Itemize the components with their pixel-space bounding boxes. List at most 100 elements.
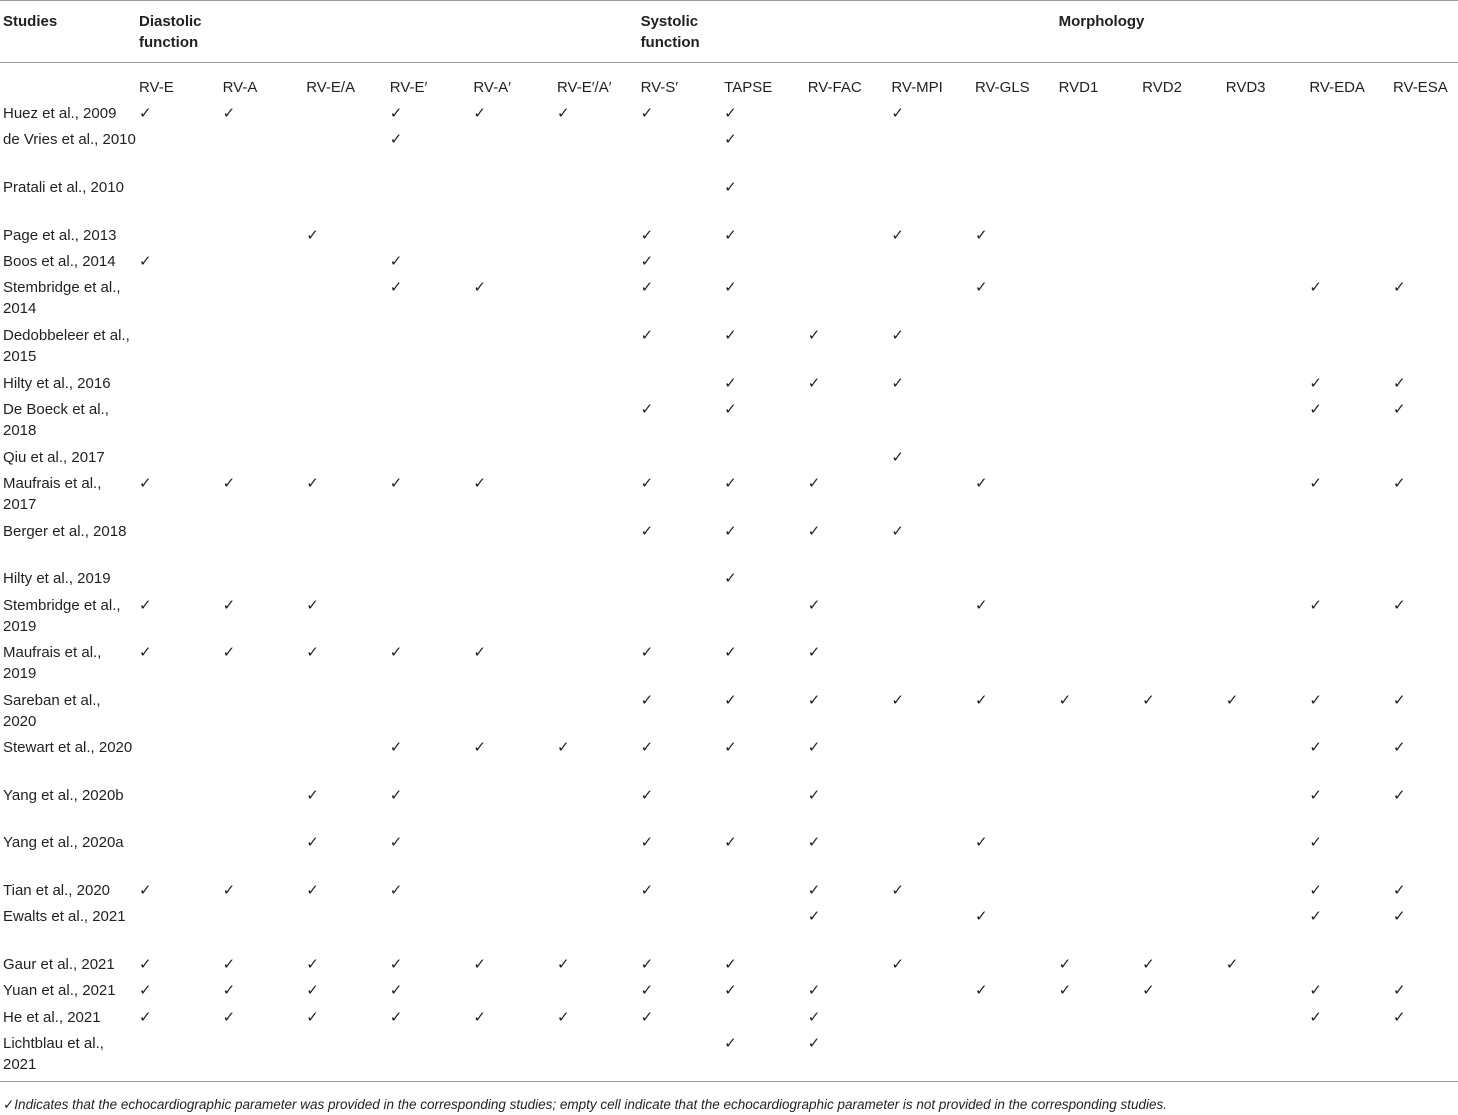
table-row: Lichtblau et al., 2021 ✓ ✓	[0, 1033, 1458, 1082]
check-mark-icon: ✓	[389, 981, 403, 1000]
table-row: Stembridge et al., 2019 ✓ ✓ ✓ ✓ ✓ ✓ ✓	[0, 595, 1458, 643]
empty-cell	[136, 785, 220, 833]
empty-cell	[1223, 177, 1307, 225]
empty-cell	[136, 447, 220, 473]
check-mark-icon: ✓	[1392, 595, 1406, 614]
table-footnote: ✓Indicates that the echocardiographic pa…	[3, 1097, 1167, 1112]
empty-cell	[888, 1033, 972, 1081]
empty-cell	[888, 399, 972, 447]
check-mark-icon: ✓	[807, 521, 821, 540]
study-name: Sareban et al., 2020	[3, 691, 101, 730]
empty-cell	[220, 251, 304, 277]
empty-cell	[1223, 251, 1307, 277]
empty-cell	[1390, 642, 1458, 690]
study-name: Pratali et al., 2010	[3, 178, 124, 196]
empty-cell	[638, 373, 722, 399]
check-mark-icon: ✓	[1309, 981, 1322, 1000]
check-mark-icon: ✓	[139, 643, 152, 662]
empty-cell	[470, 373, 554, 399]
check-mark-icon: ✓	[389, 738, 403, 757]
empty-cell	[1390, 129, 1458, 177]
column-header-rv-gls: RV-GLS	[974, 78, 1030, 96]
check-mark-icon: ✓	[139, 1007, 152, 1026]
check-mark-icon: ✓	[974, 225, 988, 244]
empty-cell	[220, 129, 304, 177]
empty-cell	[470, 785, 554, 833]
empty-cell	[1390, 103, 1458, 129]
empty-cell	[220, 906, 304, 954]
empty-cell	[1223, 325, 1307, 373]
empty-cell	[136, 737, 220, 785]
check-mark-icon: ✓	[1392, 738, 1406, 757]
empty-cell	[1139, 642, 1223, 690]
check-mark-icon: ✓	[724, 473, 737, 492]
empty-cell	[1390, 521, 1458, 569]
check-mark-icon: ✓	[473, 738, 486, 757]
empty-cell	[136, 521, 220, 569]
empty-cell	[1056, 521, 1140, 569]
check-mark-icon: ✓	[1225, 690, 1239, 709]
empty-cell	[470, 521, 554, 569]
table-row: Boos et al., 2014 ✓ ✓ ✓	[0, 251, 1458, 277]
check-mark-icon: ✓	[222, 981, 236, 1000]
empty-cell	[1056, 225, 1140, 251]
check-mark-icon: ✓	[139, 473, 152, 492]
check-mark-icon: ✓	[891, 373, 904, 392]
empty-cell	[805, 177, 889, 225]
check-mark-icon: ✓	[891, 104, 904, 122]
empty-cell	[136, 129, 220, 177]
check-mark-icon: ✓	[389, 881, 403, 900]
check-mark-icon: ✓	[807, 643, 821, 662]
empty-cell	[888, 980, 972, 1006]
check-mark-icon: ✓	[389, 130, 403, 149]
empty-cell	[387, 906, 471, 954]
empty-cell	[220, 277, 304, 325]
check-mark-icon: ✓	[1142, 955, 1155, 974]
empty-cell	[554, 473, 638, 521]
empty-cell	[554, 785, 638, 833]
empty-cell	[1390, 1033, 1458, 1081]
empty-cell	[1056, 737, 1140, 785]
column-header-rv-a: RV-A	[222, 78, 258, 96]
check-mark-icon: ✓	[891, 690, 904, 709]
empty-cell	[470, 399, 554, 447]
check-mark-icon: ✓	[139, 881, 152, 900]
check-mark-icon: ✓	[1309, 278, 1322, 297]
column-header-rv-e: RV-E	[139, 78, 174, 96]
empty-cell	[387, 595, 471, 643]
table-row: Tian et al., 2020 ✓ ✓ ✓ ✓ ✓ ✓ ✓ ✓ ✓	[0, 880, 1458, 906]
empty-cell	[136, 690, 220, 738]
check-mark-icon: ✓	[807, 785, 821, 804]
empty-cell	[1306, 103, 1390, 129]
study-name: Stembridge et al., 2019	[3, 596, 121, 635]
empty-cell	[470, 568, 554, 594]
check-mark-icon: ✓	[807, 473, 821, 492]
study-name: Berger et al., 2018	[3, 522, 127, 540]
check-mark-icon: ✓	[891, 955, 904, 974]
empty-cell	[554, 690, 638, 738]
empty-cell	[805, 447, 889, 473]
empty-cell	[303, 521, 387, 569]
empty-cell	[1139, 177, 1223, 225]
check-mark-icon: ✓	[389, 1007, 403, 1026]
empty-cell	[1056, 103, 1140, 129]
empty-cell	[888, 785, 972, 833]
empty-cell	[554, 595, 638, 643]
empty-cell	[972, 737, 1056, 785]
empty-cell	[888, 129, 972, 177]
empty-cell	[972, 880, 1056, 906]
study-name: De Boeck et al., 2018	[3, 400, 109, 439]
empty-cell	[387, 177, 471, 225]
empty-cell	[972, 568, 1056, 594]
group-header-1: Systolic function	[640, 13, 700, 51]
empty-cell	[721, 880, 805, 906]
empty-cell	[470, 251, 554, 277]
empty-cell	[1139, 473, 1223, 521]
check-mark-icon: ✓	[724, 130, 737, 149]
empty-cell	[1056, 832, 1140, 880]
check-mark-icon: ✓	[1392, 399, 1406, 418]
table-row: De Boeck et al., 2018 ✓ ✓ ✓ ✓	[0, 399, 1458, 447]
empty-cell	[972, 251, 1056, 277]
empty-cell	[638, 568, 722, 594]
empty-cell	[136, 277, 220, 325]
